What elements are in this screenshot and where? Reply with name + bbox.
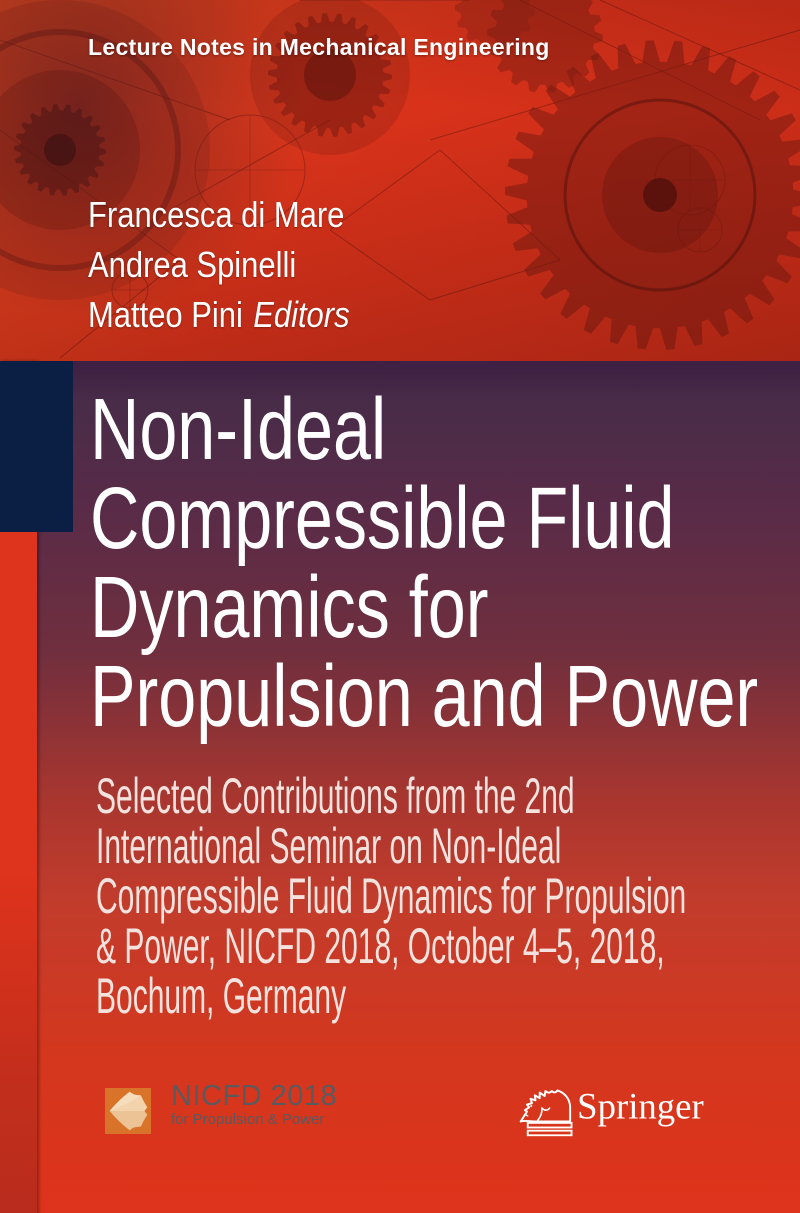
svg-text:Springer: Springer [577,1086,704,1127]
